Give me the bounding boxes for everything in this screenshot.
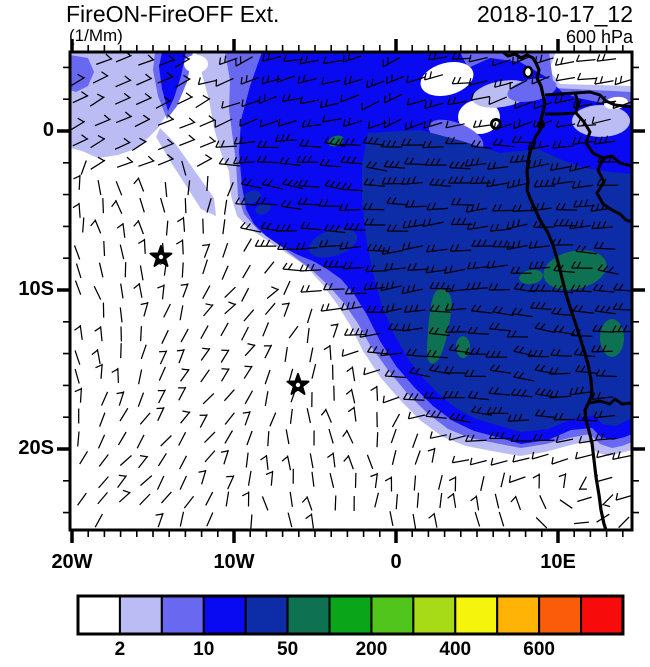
country-border-3 — [574, 112, 632, 168]
map-layers — [70, 52, 632, 530]
plot-level: 600 hPa — [565, 27, 633, 47]
patch-white-1 — [420, 62, 474, 96]
colorbar-cell-1 — [118, 595, 163, 635]
colorbar-cell-10 — [496, 595, 541, 635]
navy-lobe — [308, 228, 358, 258]
country-border-2 — [545, 111, 577, 116]
plot-title: FireON-FireOFF Ext. — [66, 1, 280, 27]
colorbar-label-50: 50 — [277, 639, 299, 660]
lon-tick-label-10E: 10E — [540, 551, 576, 573]
colorbar-cell-8 — [412, 595, 457, 635]
colorbar-cell-0 — [77, 595, 121, 635]
colorbar-label-200: 200 — [355, 639, 388, 660]
country-border-5 — [588, 397, 632, 406]
station-star-center — [158, 254, 164, 260]
colorbar-cell-6 — [328, 595, 373, 635]
country-border-0 — [544, 90, 632, 109]
colorbar-label-2: 2 — [114, 639, 126, 660]
country-border-4 — [595, 157, 632, 224]
island-bioko-icon — [522, 65, 534, 79]
colorbar-outline — [76, 594, 625, 636]
teal-patch-1 — [426, 289, 452, 364]
colorbar-label-10: 10 — [193, 639, 215, 660]
colorbar-cell-7 — [370, 595, 415, 635]
lat-tick-label-20S: 20S — [18, 437, 54, 459]
navy-speckle-2 — [255, 203, 271, 215]
plot-units: (1/Mm) — [69, 26, 123, 45]
circle-marker-icon — [490, 118, 502, 130]
teal-patch-3 — [600, 319, 624, 357]
colorbar-cell-11 — [538, 595, 583, 635]
colorbar-label-400: 400 — [439, 639, 472, 660]
colorbar-cell-2 — [160, 595, 205, 635]
teal-patch-2 — [543, 250, 607, 290]
lat-tick-label-10S: 10S — [18, 278, 54, 300]
colorbar-cell-3 — [202, 595, 247, 635]
axis-minor-ticks — [63, 45, 639, 537]
wind-barbs — [70, 52, 632, 530]
patch-white-4 — [184, 55, 208, 73]
colorbar-cell-4 — [244, 595, 289, 635]
streak-blue — [159, 52, 186, 111]
colorbar-cell-9 — [454, 595, 499, 635]
lon-tick-label-20W: 20W — [51, 551, 93, 573]
coastline — [502, 52, 608, 530]
plot-datetime: 2018-10-17_12 — [476, 1, 633, 27]
navy-speckle-1 — [243, 190, 261, 204]
coast-estuary-dot — [537, 121, 545, 129]
colorbar-cell-5 — [286, 595, 331, 635]
band-lavender — [70, 52, 175, 158]
country-border-1 — [573, 92, 580, 114]
colorbar-cell-12 — [580, 595, 624, 635]
lat-tick-label-0: 0 — [42, 119, 54, 141]
axis-major-ticks — [57, 39, 645, 543]
station-star-center — [295, 382, 301, 388]
colorbar-label-600: 600 — [523, 639, 555, 660]
lon-tick-label-10W: 10W — [213, 551, 255, 573]
lon-tick-label-0: 0 — [390, 551, 402, 573]
finger-lavender — [156, 128, 216, 216]
